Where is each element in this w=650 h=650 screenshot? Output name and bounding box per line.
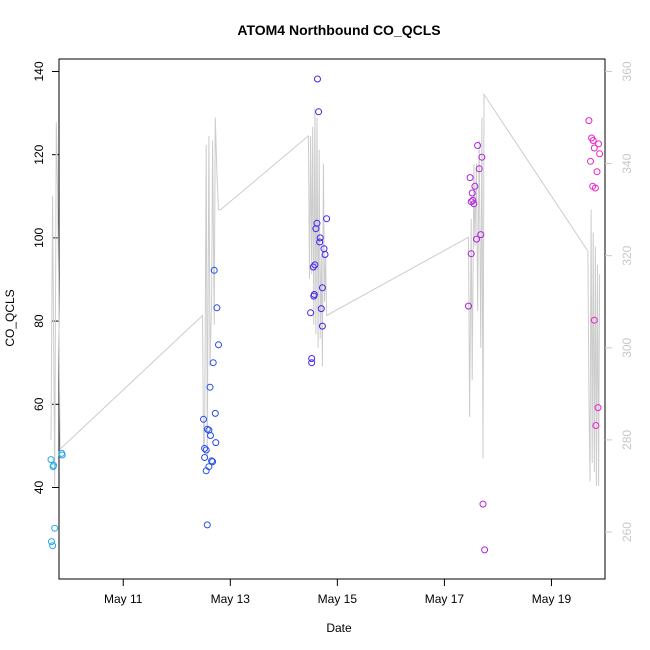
y2-tick-label: 260 xyxy=(620,522,634,542)
y2-tick-label: 340 xyxy=(620,153,634,173)
data-point xyxy=(308,359,316,367)
data-point xyxy=(209,458,217,466)
data-point xyxy=(48,538,55,546)
data-point xyxy=(215,341,222,349)
data-point xyxy=(212,439,220,447)
data-point xyxy=(211,409,219,417)
data-point xyxy=(590,144,598,152)
data-point xyxy=(479,500,487,508)
data-point xyxy=(208,457,216,465)
data-point xyxy=(311,261,319,269)
data-point xyxy=(471,182,479,190)
data-point xyxy=(465,302,472,310)
data-point xyxy=(473,235,480,243)
data-point xyxy=(213,304,221,312)
y2-tick-label: 360 xyxy=(620,61,634,81)
data-point xyxy=(315,108,323,116)
y-tick-label: 120 xyxy=(32,144,46,164)
data-point xyxy=(321,251,329,258)
chart-title: ATOM4 Northbound CO_QCLS xyxy=(237,22,440,38)
data-point xyxy=(585,117,593,125)
y-tick-label: 140 xyxy=(32,61,46,81)
x-axis-label: Date xyxy=(326,621,352,635)
x-tick-label: May 17 xyxy=(425,592,465,606)
data-point xyxy=(477,231,485,239)
data-point xyxy=(50,461,58,469)
data-point xyxy=(474,142,482,149)
x-tick-label: May 13 xyxy=(211,592,251,606)
data-point xyxy=(596,150,604,158)
x-axis: May 11 May 13 May 15 May 17 May 19 xyxy=(104,579,571,606)
data-point xyxy=(316,238,324,246)
data-point xyxy=(469,196,477,204)
data-point xyxy=(307,309,315,317)
y-axis: 40 60 80 100 120 140 xyxy=(32,61,59,494)
data-point xyxy=(318,322,326,330)
data-point xyxy=(206,383,214,391)
data-point xyxy=(470,200,478,208)
data-point xyxy=(590,316,598,324)
altitude-line-layer xyxy=(50,92,601,487)
data-point xyxy=(58,451,66,459)
y2-tick-label: 300 xyxy=(620,337,634,357)
data-point xyxy=(207,432,214,439)
data-point xyxy=(466,174,474,182)
x-tick-label: May 11 xyxy=(104,592,143,606)
data-point xyxy=(202,446,210,454)
y-tick-label: 100 xyxy=(32,228,46,248)
y2-tick-label: 280 xyxy=(620,430,634,450)
y-tick-label: 80 xyxy=(32,314,46,328)
data-point xyxy=(200,415,207,423)
y2-axis: 260 280 300 320 340 360 xyxy=(605,61,634,542)
data-point xyxy=(203,521,211,529)
data-point xyxy=(318,284,326,292)
data-point xyxy=(51,524,59,532)
data-point xyxy=(205,463,213,471)
data-point xyxy=(587,157,594,165)
data-point xyxy=(589,137,597,144)
y-axis-label: CO_QCLS xyxy=(3,289,17,346)
data-point xyxy=(591,184,599,192)
data-point xyxy=(595,140,603,148)
data-point xyxy=(210,266,218,274)
data-point xyxy=(201,454,209,461)
data-point xyxy=(317,305,325,313)
data-point xyxy=(478,153,486,161)
data-point xyxy=(323,215,331,223)
y-tick-label: 60 xyxy=(32,397,46,411)
x-tick-label: May 19 xyxy=(532,592,572,606)
altitude-line xyxy=(50,92,601,487)
data-point xyxy=(592,422,600,429)
data-point xyxy=(314,75,321,83)
data-point xyxy=(209,359,217,367)
co-points-layer xyxy=(47,75,604,554)
y2-tick-label: 320 xyxy=(620,245,634,265)
data-point xyxy=(593,168,601,176)
y-tick-label: 40 xyxy=(32,480,46,494)
data-point xyxy=(308,355,316,362)
data-point xyxy=(310,291,318,298)
data-point xyxy=(468,189,476,197)
data-point xyxy=(309,263,317,271)
data-point xyxy=(316,234,324,242)
data-point xyxy=(467,250,475,258)
data-point xyxy=(47,456,55,464)
x-tick-label: May 15 xyxy=(318,592,358,606)
data-point xyxy=(201,444,209,452)
data-point xyxy=(49,542,57,550)
data-point xyxy=(594,404,602,412)
data-point xyxy=(313,219,321,227)
data-point xyxy=(475,165,483,173)
data-point xyxy=(481,546,489,554)
